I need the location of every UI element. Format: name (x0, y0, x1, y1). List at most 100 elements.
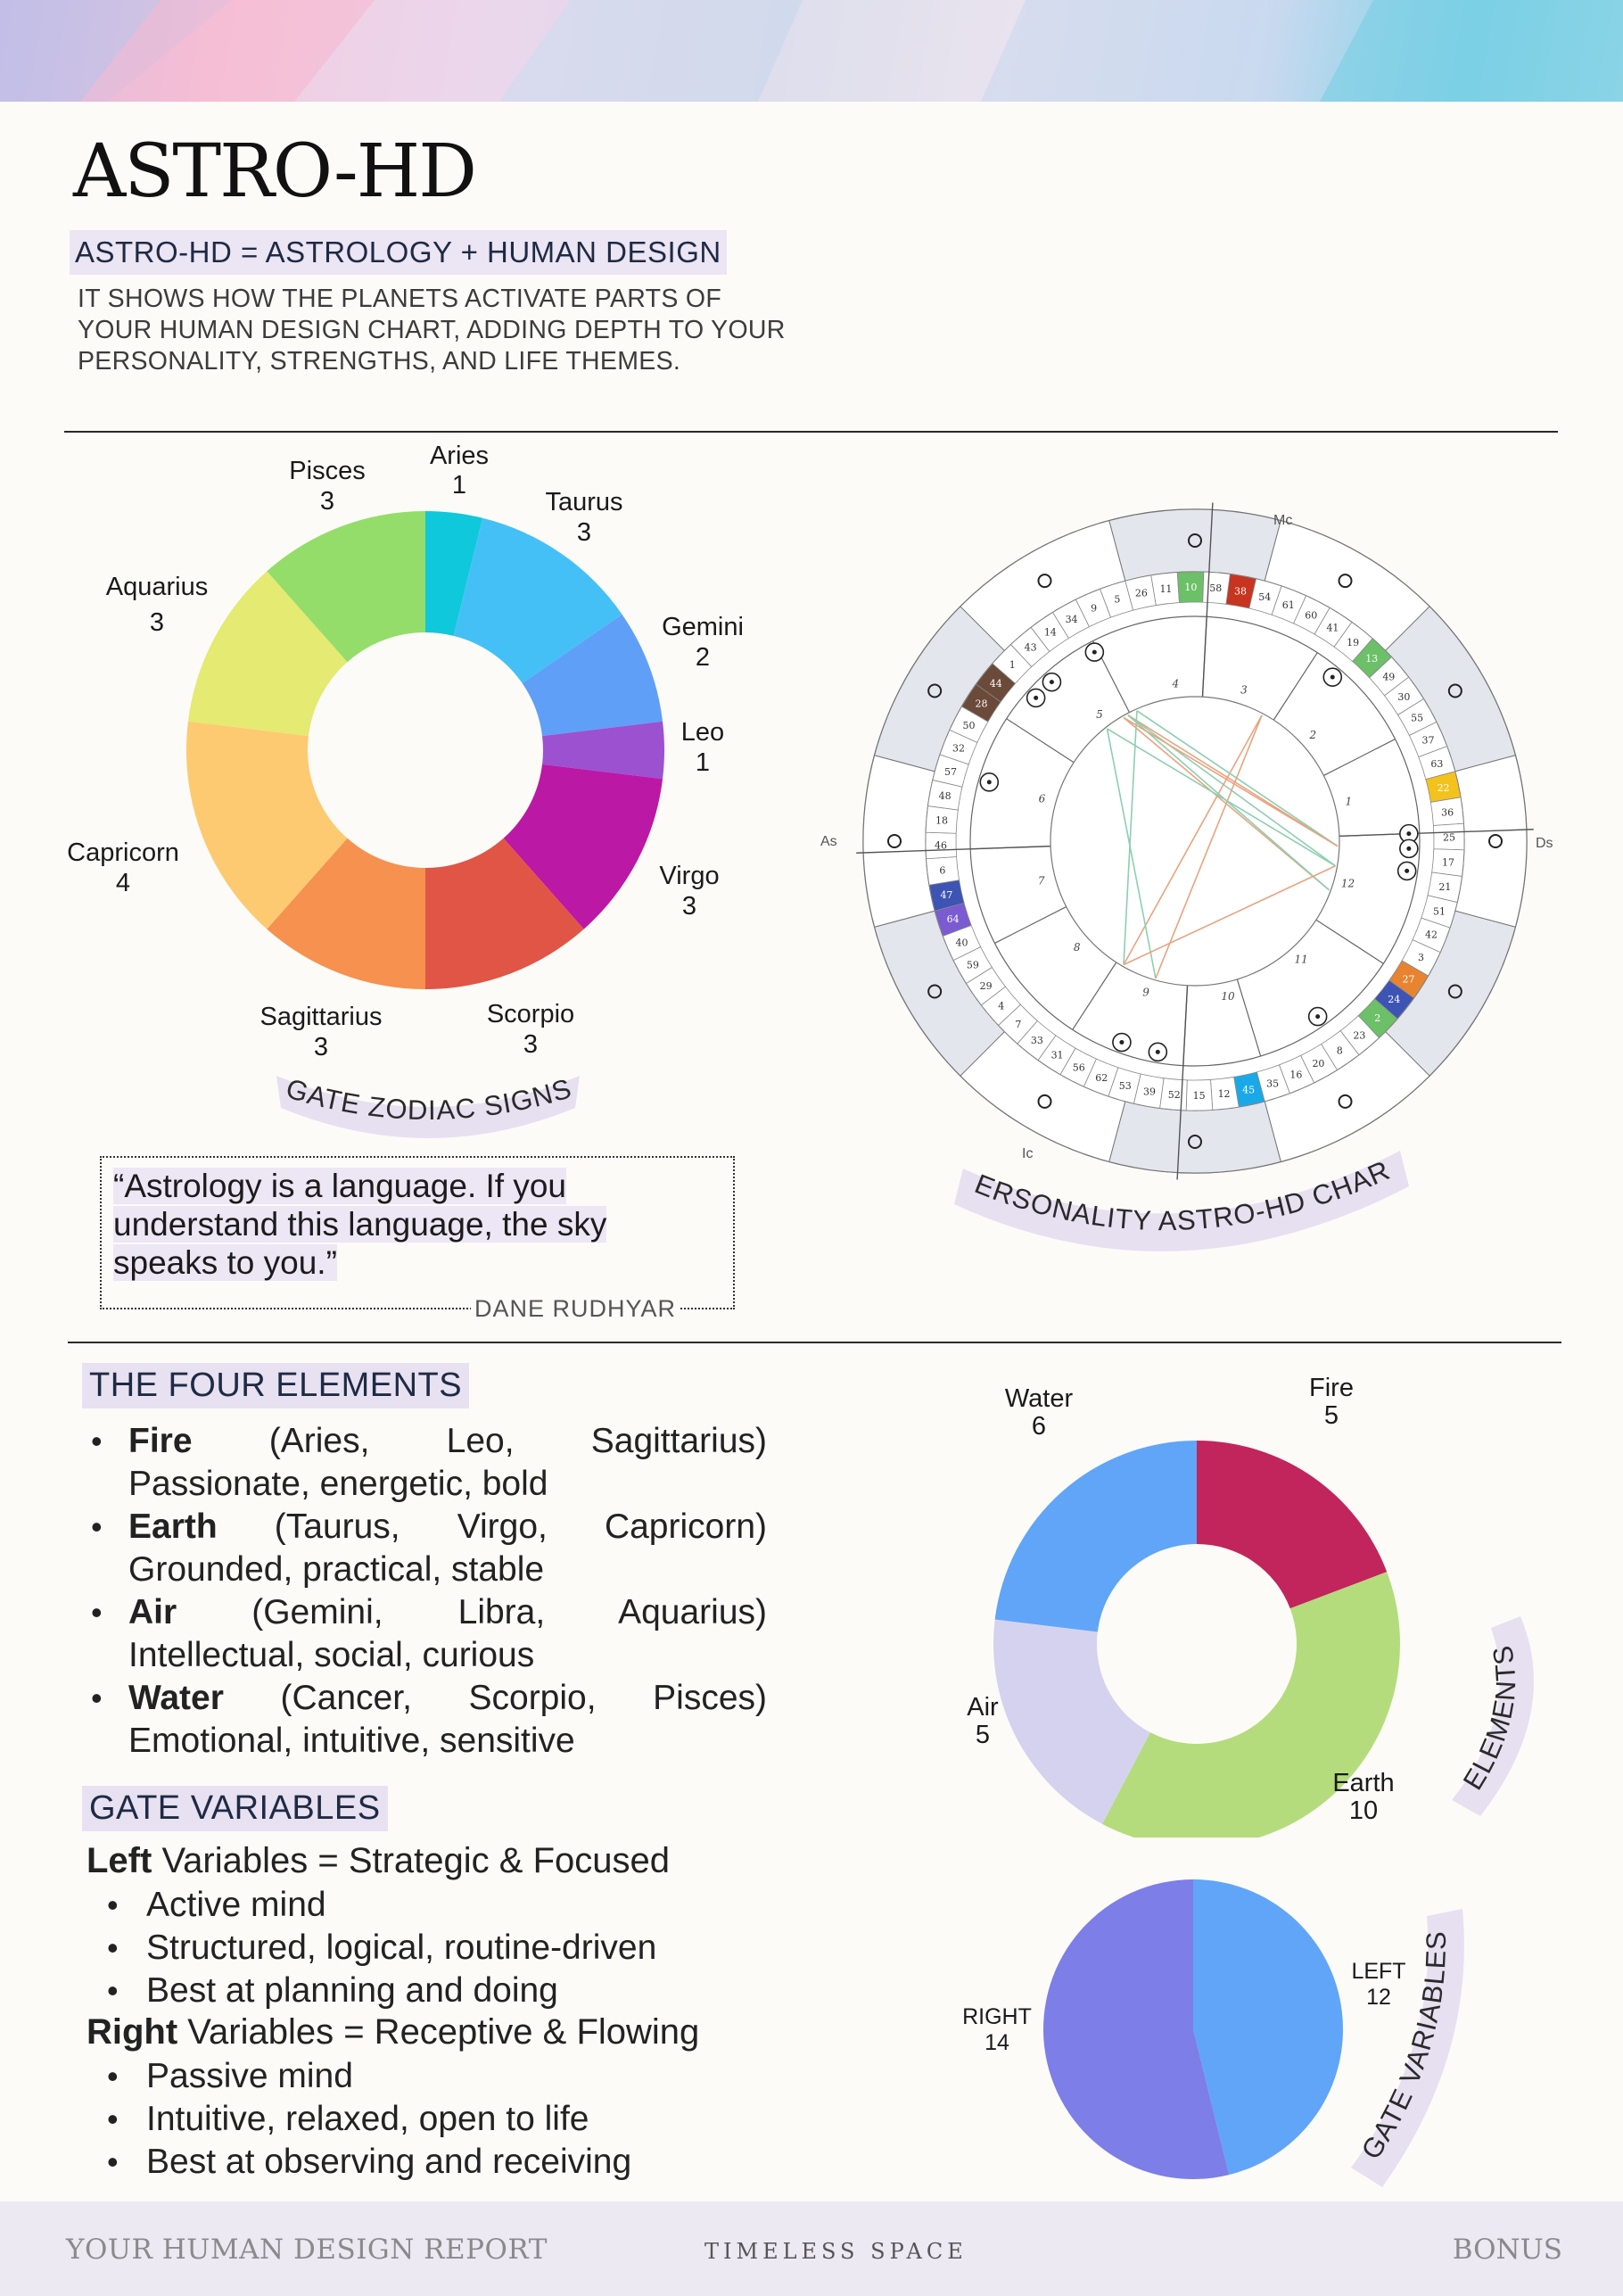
gate-number: 53 (1119, 1080, 1132, 1092)
sign-glyph-icon (1338, 1094, 1353, 1109)
right-variables-line: Right Variables = Receptive & Flowing (87, 2012, 700, 2052)
page-footer: YOUR HUMAN DESIGN REPORT TIMELESS SPACE … (0, 2201, 1623, 2296)
intro-text: IT SHOWS HOW THE PLANETS ACTIVATE PARTS … (78, 285, 786, 376)
planet-dot-icon (1405, 868, 1410, 873)
axis-label-ic: Ic (1022, 1146, 1033, 1161)
elements-heading: THE FOUR ELEMENTS (82, 1363, 470, 1408)
label-gemini-name: Gemini (662, 613, 744, 641)
axis-label-as: As (820, 834, 837, 849)
slice-aries (425, 511, 483, 636)
slice-fire (1197, 1441, 1388, 1609)
label-right-value: 14 (985, 2030, 1009, 2055)
gate-number: 29 (980, 980, 993, 992)
sign-glyph-icon (1037, 1094, 1052, 1109)
label-water-name: Water (1005, 1384, 1074, 1413)
aspect-line (1127, 714, 1339, 847)
gate-number: 60 (1305, 609, 1317, 621)
slice-taurus (453, 517, 622, 684)
label-earth-name: Earth (1332, 1769, 1394, 1797)
gate-variables-pie-chart: LEFT 12 RIGHT 14 GATE VARIABLES (962, 1879, 1464, 2187)
sign-glyph-icon (887, 834, 902, 848)
label-aries-value: 1 (452, 471, 466, 500)
gate-number: 39 (1143, 1086, 1156, 1097)
footer-brand: TIMELESS SPACE (704, 2239, 968, 2264)
wheel-aspect-circle (1050, 696, 1340, 987)
gate-number: 11 (1159, 583, 1172, 595)
gate-number: 32 (952, 742, 965, 754)
gate-number: 63 (1430, 758, 1443, 770)
slice-leo (542, 721, 664, 780)
aspect-line (1123, 865, 1336, 966)
slice-gemini (522, 614, 663, 737)
gate-number: 27 (1403, 973, 1415, 985)
slice-water (994, 1441, 1197, 1632)
list-item: Active mind (103, 1884, 656, 1927)
planet-dot-icon (1049, 680, 1054, 685)
wheel-caption-ribbon (954, 1151, 1409, 1251)
gate-number: 12 (1218, 1088, 1231, 1100)
list-item: Best at observing and receiving (103, 2141, 631, 2184)
page-title: ASTRO-HD (73, 129, 477, 214)
gate-number: 21 (1438, 881, 1451, 893)
list-item: Water (Cancer, Scorpio, Pisces)Emotional… (89, 1677, 767, 1763)
banner-pattern (0, 0, 1623, 102)
slice-virgo (503, 764, 663, 929)
planet-dot-icon (1406, 831, 1412, 837)
house-number: 8 (1074, 941, 1081, 954)
label-left-value: 12 (1366, 1985, 1391, 2010)
variables-heading: GATE VARIABLES (82, 1786, 388, 1831)
axis-label-mc: Mc (1273, 513, 1292, 528)
planet-dot-icon (1406, 846, 1412, 851)
footer-bonus: BONUS (1452, 2234, 1562, 2266)
house-number: 3 (1240, 684, 1248, 697)
planet-dot-icon (1119, 1040, 1125, 1045)
slice-pisces (267, 511, 425, 663)
sign-glyph-icon (927, 683, 943, 698)
label-virgo-value: 3 (682, 892, 696, 921)
label-fire-name: Fire (1309, 1374, 1354, 1402)
list-item: Passive mind (103, 2055, 631, 2098)
label-left-name: LEFT (1351, 1959, 1405, 1984)
label-right-name: RIGHT (962, 2004, 1032, 2029)
label-scorpio-value: 3 (523, 1030, 538, 1059)
label-scorpio-name: Scorpio (487, 1000, 574, 1028)
house-cusp (994, 906, 1067, 944)
house-number: 5 (1096, 708, 1103, 721)
list-item: Earth (Taurus, Virgo, Capricorn)Grounded… (89, 1506, 767, 1591)
gate-number: 46 (935, 840, 947, 852)
left-variables-line: Left Variables = Strategic & Focused (87, 1841, 670, 1880)
gate-number: 58 (1209, 582, 1222, 594)
gate-number: 47 (940, 889, 952, 901)
house-number: 6 (1039, 792, 1046, 805)
sign-glyph-icon (927, 984, 943, 999)
label-leo-name: Leo (681, 718, 724, 747)
label-earth-value: 10 (1349, 1796, 1378, 1825)
label-air-name: Air (967, 1693, 999, 1722)
gate-number: 35 (1266, 1078, 1279, 1089)
axis-label-ds: Ds (1536, 836, 1553, 851)
house-number: 9 (1142, 986, 1149, 998)
gate-number: 5 (1114, 594, 1120, 606)
gate-number: 19 (1347, 637, 1359, 648)
quote-text: “Astrology is a language. If you underst… (113, 1168, 607, 1281)
planet-dot-icon (1330, 674, 1335, 680)
gate-number: 7 (1015, 1019, 1021, 1030)
gate-number: 4 (998, 1000, 1004, 1012)
planet-dot-icon (1155, 1049, 1160, 1054)
label-sagittarius-value: 3 (314, 1033, 328, 1061)
gate-number: 14 (1044, 627, 1057, 639)
list-item: Intuitive, relaxed, open to life (103, 2098, 631, 2141)
gate-number: 52 (1168, 1089, 1181, 1101)
gate-number: 37 (1421, 735, 1434, 747)
gate-number: 56 (1073, 1062, 1085, 1074)
gate-number: 16 (1289, 1069, 1302, 1080)
label-gemini-value: 2 (696, 643, 710, 672)
zodiac-donut-chart: Aries 1 Taurus 3 Gemini 2 Leo 1 Virgo 3 … (67, 442, 744, 1138)
sign-glyph-icon (1488, 834, 1503, 848)
label-pisces-value: 3 (320, 487, 334, 516)
gate-number: 20 (1312, 1058, 1324, 1070)
gate-number: 50 (962, 720, 975, 731)
list-item: Structured, logical, routine-driven (103, 1927, 656, 1970)
gate-number: 54 (1258, 591, 1271, 603)
gate-number: 23 (1353, 1029, 1365, 1041)
